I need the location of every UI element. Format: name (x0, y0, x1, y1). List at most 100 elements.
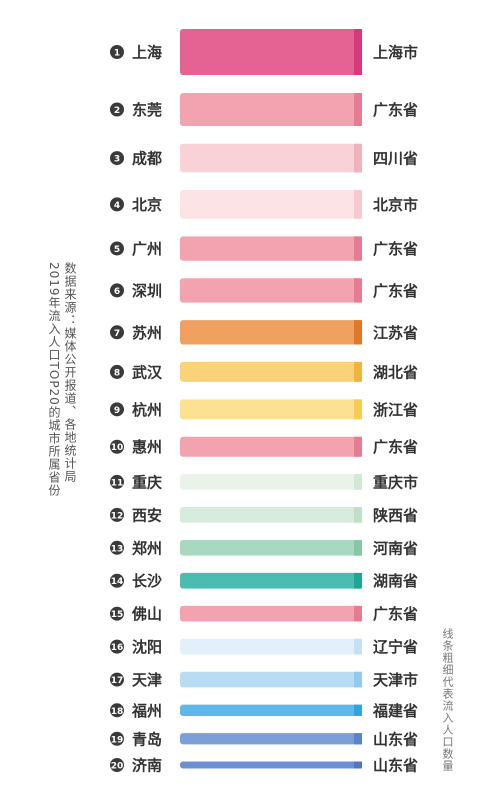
city-label: 佛山 (131, 605, 162, 623)
rank-badge (110, 402, 124, 417)
rank-label: 7 (114, 329, 120, 339)
flow-bar (180, 278, 362, 303)
flow-bar (180, 733, 362, 745)
rank-label: 4 (114, 201, 120, 211)
city-label: 成都 (132, 150, 162, 168)
flow-bar (180, 605, 362, 622)
flow-bar-cap (354, 29, 362, 75)
city-label: 郑州 (132, 539, 162, 557)
rank-label: 1 (114, 49, 120, 59)
province-label: 北京市 (373, 196, 418, 214)
flow-bar (180, 761, 362, 769)
rank-label: 12 (111, 511, 124, 521)
rank-label: 14 (111, 577, 124, 587)
flow-bar-cap (354, 704, 362, 716)
city-label: 北京 (132, 196, 162, 214)
rank-badge (110, 672, 124, 687)
flow-bar-cap (354, 93, 362, 127)
province-label: 湖南省 (373, 572, 418, 590)
flow-bar-cap (354, 320, 362, 345)
flow-bar (180, 29, 362, 75)
city-label: 重庆 (132, 473, 162, 491)
flow-bar (180, 236, 362, 261)
flow-bar-cap (354, 638, 362, 655)
flow-bar-cap (354, 143, 362, 173)
rank-label: 18 (111, 707, 124, 717)
city-label: 长沙 (132, 572, 162, 590)
province-label: 广东省 (373, 240, 418, 258)
legend-note: 线条粗细代表流入人口数量 (441, 628, 454, 772)
flow-bar-cap (354, 761, 362, 769)
province-label: 福建省 (372, 702, 418, 720)
flow-bar (180, 93, 362, 127)
flow-bar-cap (354, 671, 362, 688)
province-label: 河南省 (373, 539, 418, 557)
province-label: 广东省 (373, 101, 418, 119)
city-label: 深圳 (132, 282, 162, 300)
flow-bar (180, 507, 362, 523)
source-note: 数据来源：媒体公开报道、各地统计局 (63, 262, 77, 483)
rank-label: 13 (111, 544, 124, 554)
city-label: 西安 (132, 506, 162, 524)
city-label: 沈阳 (132, 638, 162, 656)
province-label: 湖北省 (373, 363, 418, 381)
province-label: 天津市 (373, 671, 418, 689)
flow-bar-cap (354, 733, 362, 745)
city-label: 广州 (132, 240, 162, 258)
flow-bar-cap (354, 190, 362, 219)
rank-badge (110, 573, 124, 588)
rank-badge (110, 45, 124, 59)
rank-label: 17 (111, 676, 124, 686)
city-label: 天津 (132, 671, 162, 689)
rank-label: 6 (114, 287, 120, 297)
flow-bar (180, 190, 362, 219)
rank-badge (110, 439, 124, 454)
rank-label: 2 (114, 106, 120, 116)
province-label: 广东省 (373, 605, 418, 623)
province-label: 山东省 (373, 757, 418, 775)
flow-bar (180, 638, 362, 655)
flow-bar (180, 704, 362, 716)
rank-label: 8 (114, 368, 120, 378)
city-label: 惠州 (132, 438, 162, 456)
rank-label: 10 (111, 443, 124, 453)
city-label: 福州 (131, 702, 162, 720)
rank-label: 16 (111, 643, 124, 653)
province-label: 广东省 (373, 438, 418, 456)
city-label: 杭州 (132, 401, 162, 419)
rank-badge (110, 474, 124, 489)
province-label: 重庆市 (373, 473, 418, 491)
flow-bar (180, 436, 362, 457)
flow-bar (180, 539, 362, 556)
province-label: 山东省 (373, 730, 418, 748)
city-label: 青岛 (132, 730, 162, 748)
rank-badge (110, 325, 124, 340)
province-label: 上海市 (373, 44, 418, 62)
province-label: 浙江省 (373, 401, 418, 419)
rank-badge (110, 102, 124, 117)
flow-bar (180, 320, 362, 345)
flow-bar-cap (354, 399, 362, 420)
rank-badge (110, 507, 124, 522)
rank-label: 5 (114, 245, 120, 255)
flow-bar (180, 143, 362, 173)
flow-bar-cap (354, 474, 362, 490)
rank-badge (110, 758, 124, 772)
flow-bar-cap (354, 361, 362, 382)
rank-badge (110, 639, 124, 654)
flow-bar-cap (354, 278, 362, 303)
city-label: 东莞 (132, 101, 162, 119)
flow-bar (180, 399, 362, 420)
rank-badge (110, 283, 124, 298)
province-label: 陕西省 (373, 506, 418, 524)
province-label: 辽宁省 (373, 638, 418, 656)
flow-bar (180, 572, 362, 589)
flow-bar-cap (354, 539, 362, 556)
rank-badge (110, 606, 124, 621)
flow-bar (180, 361, 362, 382)
rank-badge (110, 197, 124, 212)
province-label: 江苏省 (373, 324, 418, 342)
rank-label: 15 (111, 610, 124, 620)
flow-bar-cap (354, 572, 362, 589)
